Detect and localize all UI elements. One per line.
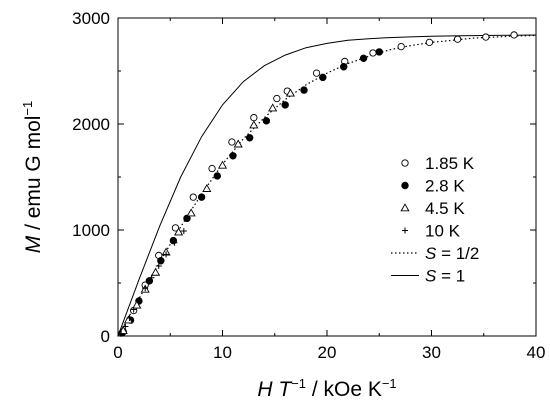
data-point-series-0 <box>369 49 377 57</box>
legend-label-rest: = 1 <box>436 267 465 286</box>
data-point-series-0 <box>397 42 405 51</box>
data-point-series-2 <box>249 120 259 129</box>
data-point-series-0 <box>510 31 518 39</box>
legend-marker <box>402 227 408 234</box>
data-point-series-3 <box>142 285 149 292</box>
legend-label-rest: = 1/2 <box>436 244 479 263</box>
data-point-series-2 <box>174 227 184 236</box>
legend-label: S = 1/2 <box>425 244 479 263</box>
data-point-series-3 <box>180 228 187 235</box>
data-point-series-1 <box>262 117 271 125</box>
data-points <box>118 31 518 337</box>
y-tick-label: 3000 <box>72 9 110 28</box>
data-point-series-0 <box>250 113 258 122</box>
data-point-series-0 <box>189 193 197 201</box>
x-tick-label: 10 <box>213 343 232 362</box>
data-point-series-2 <box>268 103 278 112</box>
data-point-series-1 <box>183 214 191 223</box>
data-point-series-1 <box>359 54 368 62</box>
data-point-series-1 <box>340 63 348 71</box>
data-point-series-1 <box>375 48 383 56</box>
data-point-series-0 <box>482 33 490 41</box>
x-axis-label: H T−1 / kOe K−1 <box>257 376 396 401</box>
series-line-4 <box>117 34 537 337</box>
data-point-series-3 <box>130 306 137 313</box>
tick-labels: 0 10 20 30 40 0 1000 2000 3000 <box>72 9 545 362</box>
axis-label-symbol: T <box>278 378 293 401</box>
data-point-series-3 <box>122 323 129 330</box>
data-point-series-3 <box>171 239 178 246</box>
legend-label: 1.85 K <box>425 154 475 173</box>
data-point-series-2 <box>132 300 142 309</box>
data-point-series-1 <box>300 86 308 94</box>
axis-label-text: / emu G mol <box>22 116 45 236</box>
legend-marker <box>401 181 409 190</box>
data-point-series-2 <box>123 315 134 324</box>
data-point-series-3 <box>118 330 125 337</box>
legend-marker <box>401 159 409 167</box>
data-point-series-0 <box>208 164 216 173</box>
data-point-series-0 <box>453 35 462 43</box>
data-point-series-1 <box>229 152 237 160</box>
data-point-series-2 <box>233 139 243 148</box>
data-point-series-3 <box>148 274 155 281</box>
series-line-5 <box>117 34 537 337</box>
axis-label-symbol: H <box>257 378 273 401</box>
data-point-series-0 <box>273 94 281 103</box>
axis-label-superscript: −1 <box>382 376 397 391</box>
y-axis-label: M / emu G mol−1 <box>20 101 45 254</box>
legend-label-italic: S <box>425 267 437 286</box>
axis-label-superscript: −1 <box>291 376 306 391</box>
y-tick-label: 2000 <box>72 115 110 134</box>
data-point-series-3 <box>135 296 142 303</box>
axis-label-text: / kOe K <box>306 378 382 401</box>
data-point-series-0 <box>425 38 434 47</box>
axis-label-superscript: −1 <box>20 101 35 116</box>
legend-label-italic: S <box>425 244 437 263</box>
axis-ticks <box>117 17 537 337</box>
model-curves <box>117 34 537 337</box>
data-point-series-2 <box>151 267 161 276</box>
data-point-series-1 <box>319 73 327 82</box>
x-tick-label: 0 <box>113 343 122 362</box>
x-tick-label: 20 <box>318 343 337 362</box>
data-point-series-1 <box>245 134 254 142</box>
data-point-series-3 <box>155 263 162 270</box>
y-tick-label: 1000 <box>72 221 110 240</box>
data-point-series-0 <box>228 138 236 146</box>
data-point-series-1 <box>281 101 289 109</box>
data-point-series-1 <box>157 257 165 265</box>
data-point-series-2 <box>202 183 212 192</box>
data-point-series-3 <box>163 251 170 258</box>
legend: 1.85 K2.8 K4.5 K10 KS = 1/2S = 1 <box>391 154 479 286</box>
data-point-series-1 <box>213 172 221 180</box>
x-tick-label: 40 <box>527 343 546 362</box>
data-point-series-2 <box>285 88 296 97</box>
legend-marker <box>400 203 410 212</box>
x-tick-label: 30 <box>422 343 441 362</box>
data-point-series-1 <box>197 193 206 201</box>
axis-label-symbol: M <box>22 235 45 253</box>
legend-label: 10 K <box>425 222 461 241</box>
data-point-series-2 <box>186 208 196 217</box>
data-point-series-3 <box>126 314 133 321</box>
legend-label: 2.8 K <box>425 177 465 196</box>
legend-label: S = 1 <box>425 267 465 286</box>
data-point-series-2 <box>217 160 228 169</box>
legend-label: 4.5 K <box>425 199 465 218</box>
data-point-series-0 <box>312 69 321 77</box>
y-tick-label: 0 <box>101 327 110 346</box>
